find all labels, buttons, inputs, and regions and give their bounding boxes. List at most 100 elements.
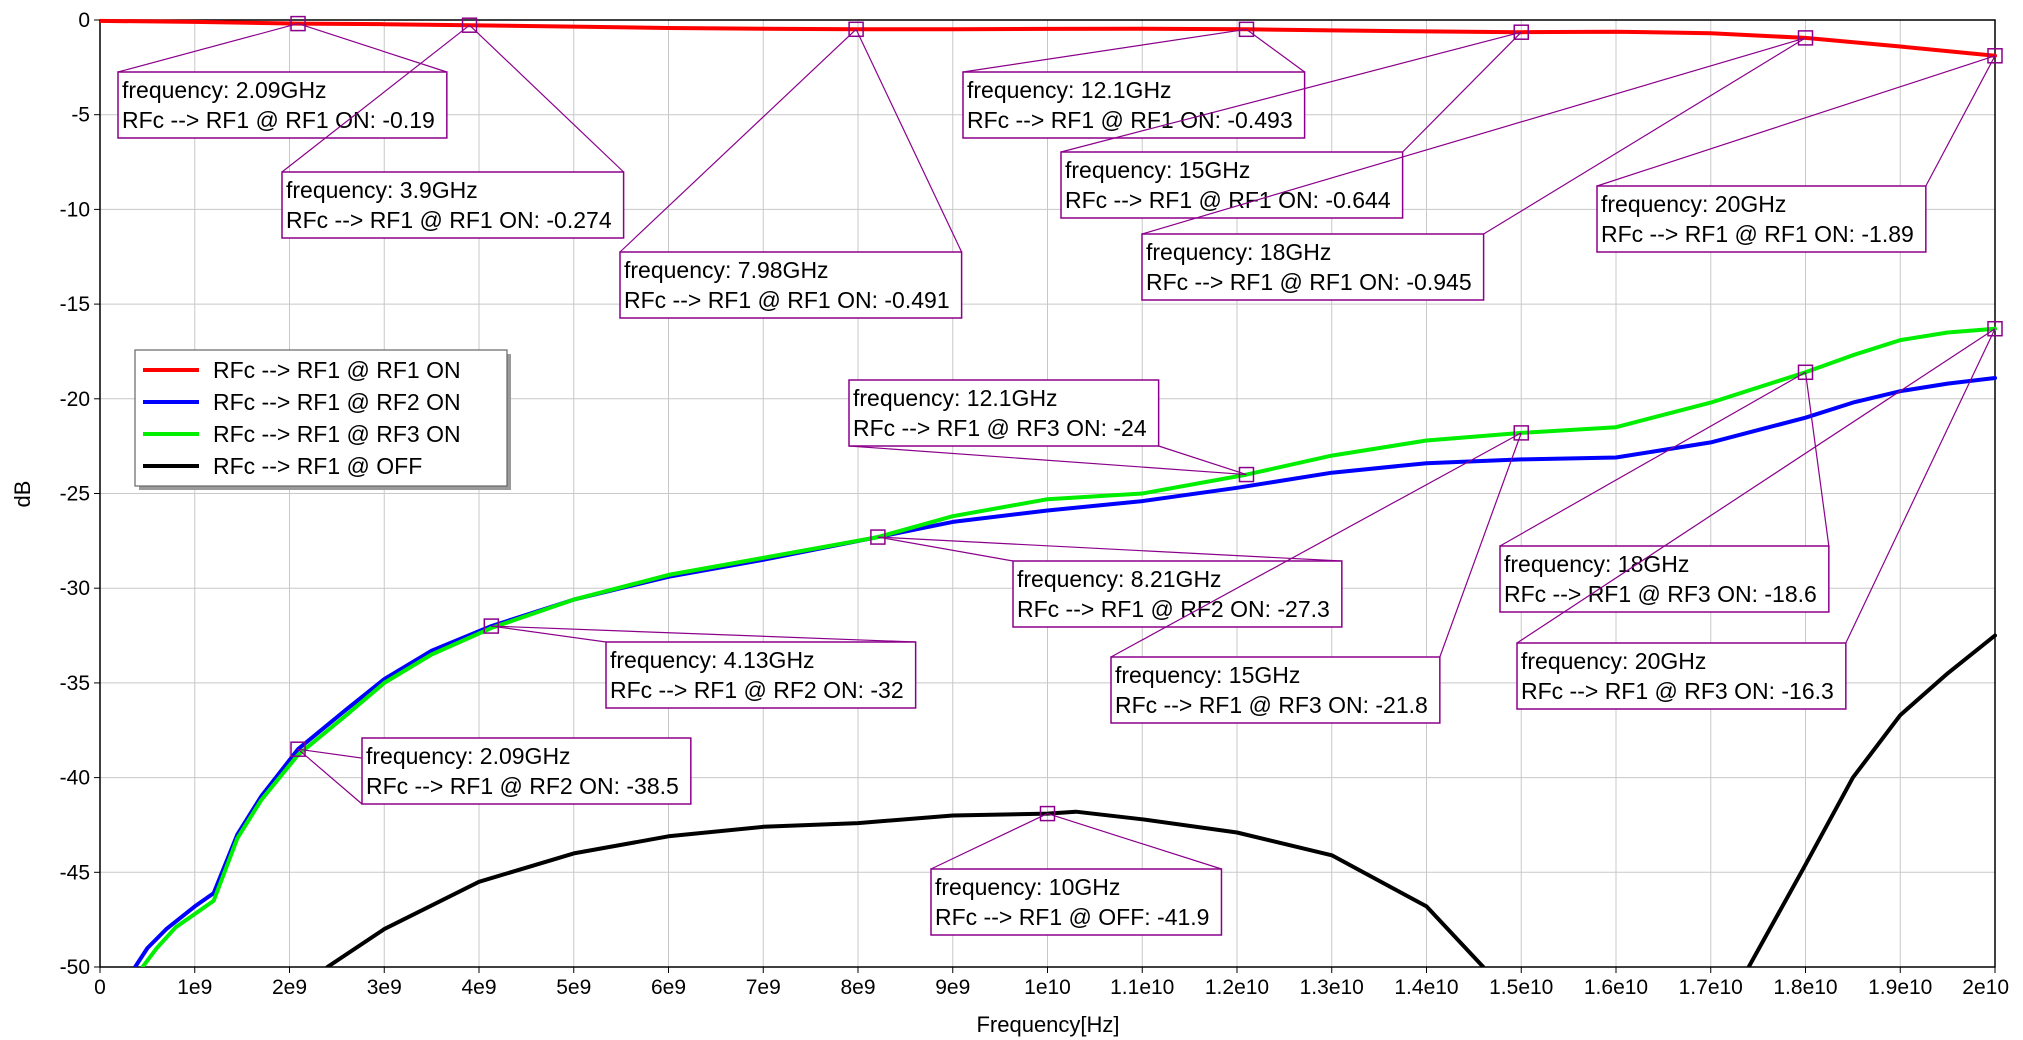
series-line-2 xyxy=(140,326,1997,967)
annotation-frequency-text: frequency: 8.21GHz xyxy=(1017,566,1222,592)
marker-square xyxy=(290,15,306,32)
x-tick-label: 2e9 xyxy=(272,976,307,999)
annotation-box xyxy=(1499,545,1830,613)
y-axis: 0 -5 -10 -15 -20 -25 -30 -35 -40 -45 -50 xyxy=(60,9,100,979)
annotation-leader-line xyxy=(1499,371,1806,547)
annotation-leader-line xyxy=(962,28,1247,73)
annotation-leader-line xyxy=(1246,28,1305,73)
marker-annotation: frequency: 4.13GHz RFc --> RF1 @ RF2 ON: … xyxy=(483,618,917,709)
annotation-box xyxy=(962,71,1306,139)
x-tick-label: 1.9e10 xyxy=(1868,976,1932,999)
x-tick-label: 1.2e10 xyxy=(1205,976,1269,999)
annotation-box xyxy=(619,251,963,319)
marker-annotation: frequency: 20GHz RFc --> RF1 @ RF3 ON: -1… xyxy=(1516,320,2003,710)
series-line-3-segment-1 xyxy=(1746,633,1997,967)
annotation-frequency-text: frequency: 7.98GHz xyxy=(624,257,829,283)
annotation-value-text: RFc --> RF1 @ RF1 ON: -0.274 xyxy=(286,207,612,233)
annotation-frequency-text: frequency: 2.09GHz xyxy=(122,77,327,103)
annotation-leader-line xyxy=(1158,445,1247,476)
annotation-frequency-text: frequency: 10GHz xyxy=(935,874,1120,900)
annotation-value-text: RFc --> RF1 @ RF1 ON: -1.89 xyxy=(1601,221,1914,247)
annotation-leader-line xyxy=(1110,432,1522,658)
annotation-box xyxy=(281,171,625,239)
annotation-value-text: RFc --> RF1 @ RF3 ON: -21.8 xyxy=(1115,692,1428,718)
annotation-box xyxy=(930,868,1223,936)
x-tick-label: 6e9 xyxy=(651,976,686,999)
marker-annotation: frequency: 2.09GHz RFc --> RF1 @ RF1 ON: … xyxy=(117,15,448,139)
annotation-value-text: RFc --> RF1 @ RF2 ON: -32 xyxy=(610,677,904,703)
annotation-layer: frequency: 2.09GHz RFc --> RF1 @ RF1 ON: … xyxy=(117,15,2003,936)
annotation-leader-line xyxy=(491,625,916,643)
x-tick-label: 1e9 xyxy=(177,976,212,999)
annotation-value-text: RFc --> RF1 @ RF1 ON: -0.493 xyxy=(967,107,1293,133)
x-tick-label: 0 xyxy=(94,976,106,999)
annotation-frequency-text: frequency: 20GHz xyxy=(1601,191,1786,217)
annotation-frequency-text: frequency: 18GHz xyxy=(1146,239,1331,265)
annotation-frequency-text: frequency: 18GHz xyxy=(1504,551,1689,577)
x-tick-label: 1.3e10 xyxy=(1300,976,1364,999)
annotation-leader-line xyxy=(1047,813,1222,870)
annotation-frequency-text: frequency: 15GHz xyxy=(1065,157,1250,183)
annotation-frequency-text: frequency: 3.9GHz xyxy=(286,177,478,203)
annotation-leader-line xyxy=(930,813,1048,870)
legend: RFc --> RF1 @ RF1 ON RFc --> RF1 @ RF2 ON… xyxy=(134,349,511,490)
annotation-frequency-text: frequency: 15GHz xyxy=(1115,662,1300,688)
x-tick-label: 1.4e10 xyxy=(1394,976,1458,999)
series-layer xyxy=(100,18,1997,967)
marker-square xyxy=(1987,320,2003,337)
annotation-leader-line xyxy=(491,625,607,643)
annotation-leader-line xyxy=(1845,328,1996,644)
marker-square xyxy=(461,17,478,33)
annotation-value-text: RFc --> RF1 @ RF1 ON: -0.945 xyxy=(1146,269,1472,295)
marker-square xyxy=(1797,30,1814,46)
annotation-frequency-text: frequency: 12.1GHz xyxy=(853,385,1058,411)
annotation-box xyxy=(117,71,448,139)
y-tick-label: -35 xyxy=(60,672,90,695)
annotation-leader-line xyxy=(877,536,1342,562)
y-tick-label: -5 xyxy=(71,104,90,127)
x-tick-label: 1.5e10 xyxy=(1489,976,1553,999)
marker-annotation: frequency: 7.98GHz RFc --> RF1 @ RF1 ON: … xyxy=(619,21,963,319)
annotation-box xyxy=(1110,656,1441,724)
y-tick-label: -40 xyxy=(60,767,90,790)
marker-square xyxy=(870,529,886,545)
annotation-leader-line xyxy=(1596,55,1996,187)
x-tick-label: 2e10 xyxy=(1962,976,2009,999)
annotation-leader-line xyxy=(469,24,625,173)
marker-annotation: frequency: 15GHz RFc --> RF1 @ RF3 ON: -2… xyxy=(1110,425,1529,724)
annotation-value-text: RFc --> RF1 @ OFF: -41.9 xyxy=(935,904,1209,930)
marker-square xyxy=(1513,24,1529,40)
y-tick-label: -20 xyxy=(60,388,90,411)
annotation-frequency-text: frequency: 4.13GHz xyxy=(610,647,815,673)
marker-annotation: frequency: 8.21GHz RFc --> RF1 @ RF2 ON: … xyxy=(870,529,1343,628)
y-tick-label: -50 xyxy=(60,956,90,979)
y-tick-label: 0 xyxy=(78,9,90,32)
y-tick-label: -30 xyxy=(60,577,90,600)
marker-annotation: frequency: 12.1GHz RFc --> RF1 @ RF3 ON: … xyxy=(848,379,1255,483)
x-tick-label: 7e9 xyxy=(746,976,781,999)
x-tick-label: 1.7e10 xyxy=(1679,976,1743,999)
annotation-box xyxy=(1516,642,1847,710)
x-tick-label: 1e10 xyxy=(1024,976,1071,999)
y-tick-label: -45 xyxy=(60,861,90,884)
annotation-leader-line xyxy=(1516,328,1996,644)
marker-square xyxy=(483,618,500,634)
annotation-value-text: RFc --> RF1 @ RF3 ON: -24 xyxy=(853,415,1147,441)
legend-entry-label: RFc --> RF1 @ OFF xyxy=(213,453,422,479)
marker-annotation: frequency: 3.9GHz RFc --> RF1 @ RF1 ON: -… xyxy=(281,17,625,239)
annotation-leader-line xyxy=(1483,37,1806,235)
annotation-leader-line xyxy=(1060,31,1522,153)
y-tick-label: -10 xyxy=(60,198,90,221)
annotation-box xyxy=(361,737,692,805)
annotation-leader-line xyxy=(855,29,963,253)
annotation-value-text: RFc --> RF1 @ RF2 ON: -27.3 xyxy=(1017,596,1330,622)
grid xyxy=(99,19,1996,968)
annotation-leader-line xyxy=(117,23,299,73)
marker-annotation: frequency: 12.1GHz RFc --> RF1 @ RF1 ON: … xyxy=(962,21,1306,139)
x-tick-label: 3e9 xyxy=(367,976,402,999)
marker-square xyxy=(848,21,864,38)
x-tick-label: 9e9 xyxy=(935,976,970,999)
x-axis-title: Frequency[Hz] xyxy=(976,1012,1119,1037)
annotation-leader-line xyxy=(1804,372,1830,547)
